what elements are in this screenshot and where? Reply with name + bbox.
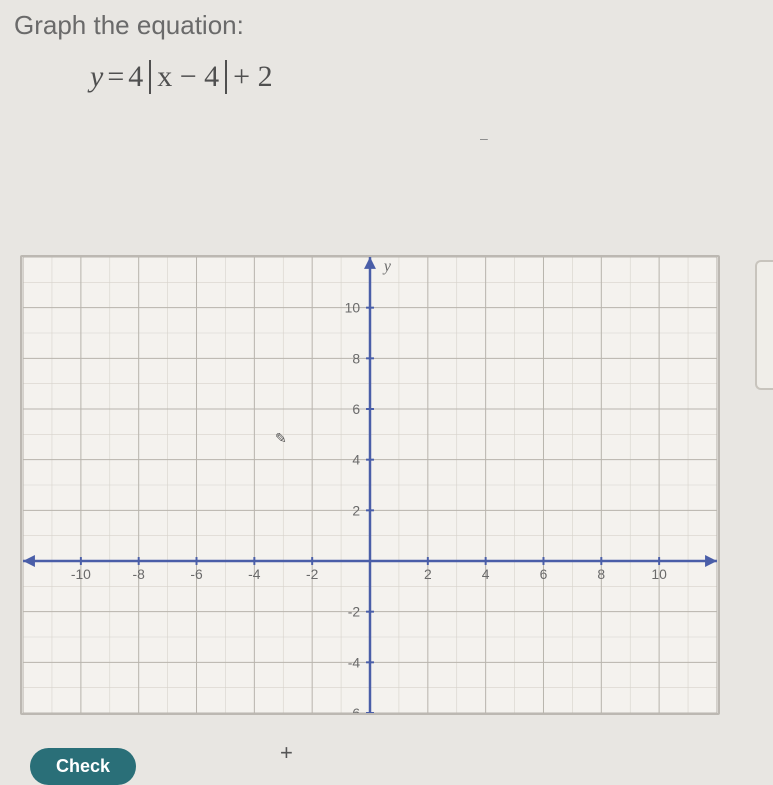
eq-inner-lhs: x — [157, 60, 172, 93]
tool-panel[interactable] — [755, 260, 773, 390]
eq-coef: 4 — [128, 60, 143, 94]
svg-text:-2: -2 — [306, 566, 319, 582]
svg-text:-6: -6 — [190, 566, 203, 582]
svg-text:-2: -2 — [348, 604, 361, 620]
svg-text:-8: -8 — [133, 566, 146, 582]
prompt-heading: Graph the equation: — [14, 10, 244, 41]
svg-text:10: 10 — [345, 300, 361, 316]
eq-trailing: + 2 — [233, 60, 272, 94]
svg-text:-6: -6 — [348, 705, 361, 713]
coordinate-grid[interactable]: -10 -8 -6 -4 -2 2 4 6 8 10 2 4 6 8 10 -2 -4 -6 y — [20, 255, 720, 715]
stray-mark: ‒ — [480, 130, 488, 146]
svg-text:2: 2 — [424, 566, 432, 582]
svg-text:2: 2 — [352, 502, 360, 518]
svg-text:-4: -4 — [248, 566, 261, 582]
eq-inner-rhs: 4 — [204, 60, 219, 93]
svg-text:8: 8 — [352, 350, 360, 366]
eq-abs: x − 4 — [149, 60, 227, 94]
eq-inner-op: − — [180, 60, 197, 93]
svg-text:4: 4 — [352, 452, 360, 468]
svg-text:-4: -4 — [348, 654, 361, 670]
svg-text:6: 6 — [540, 566, 548, 582]
svg-text:y: y — [382, 258, 392, 275]
svg-text:10: 10 — [651, 566, 667, 582]
check-button[interactable]: Check — [30, 748, 136, 785]
crosshair-icon: + — [280, 740, 293, 766]
equation-display: y = 4 x − 4 + 2 — [90, 60, 273, 94]
eq-lhs: y — [90, 60, 103, 94]
svg-text:-10: -10 — [71, 566, 91, 582]
draw-cursor-icon: ✎ — [275, 430, 287, 447]
grid-svg[interactable]: -10 -8 -6 -4 -2 2 4 6 8 10 2 4 6 8 10 -2 -4 -6 y — [22, 257, 718, 713]
svg-text:4: 4 — [482, 566, 490, 582]
svg-text:6: 6 — [352, 401, 360, 417]
svg-text:8: 8 — [597, 566, 605, 582]
eq-equals: = — [107, 60, 124, 94]
